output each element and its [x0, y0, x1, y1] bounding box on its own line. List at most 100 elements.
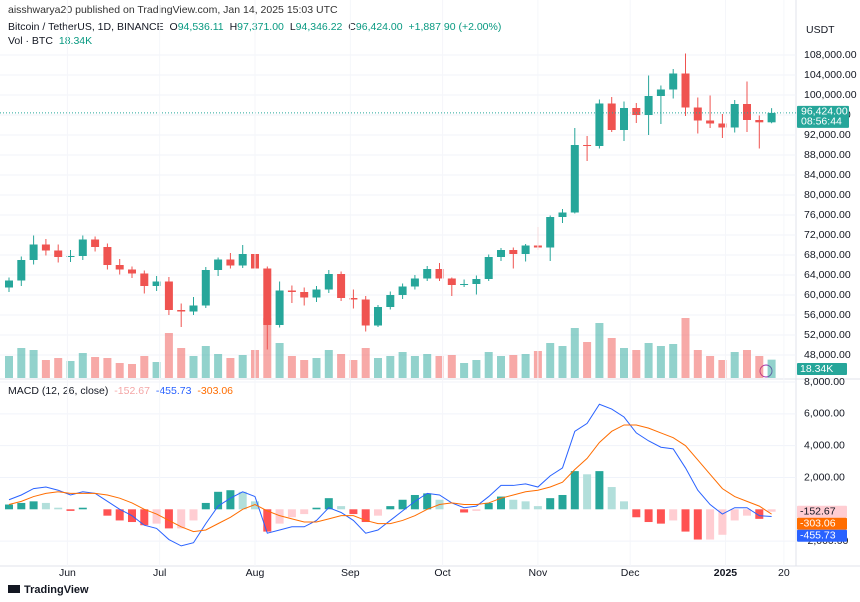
volume-bar — [767, 359, 776, 378]
candle-body — [91, 239, 100, 247]
volume-bar — [275, 343, 284, 378]
candle-body — [410, 278, 419, 287]
volume-bar — [718, 360, 727, 378]
candle-body — [128, 269, 136, 274]
candle-body — [78, 239, 87, 256]
volume-bar — [435, 356, 444, 378]
candle-body — [5, 280, 13, 288]
histogram-bar — [607, 487, 616, 510]
x-tick-label: Nov — [529, 567, 548, 579]
candle-body — [140, 273, 149, 286]
histogram-bar — [263, 509, 272, 532]
histogram-bar — [693, 509, 702, 540]
histogram-bar — [533, 506, 542, 510]
histogram-bar — [54, 507, 63, 510]
candle-body — [423, 269, 432, 279]
volume-bar — [91, 357, 100, 378]
candle-body — [767, 112, 776, 123]
volume-bar — [78, 353, 87, 378]
histogram-bar — [201, 502, 210, 510]
volume-bar — [324, 350, 333, 378]
histogram-bar — [78, 507, 87, 510]
ohlc-value: 97,371.00 — [237, 21, 284, 33]
histogram-bar — [41, 502, 50, 510]
histogram-bar — [718, 509, 727, 535]
volume-bar — [730, 352, 739, 378]
macd-line — [8, 403, 772, 547]
histogram-bar — [386, 506, 395, 510]
volume-bar — [447, 355, 456, 378]
candle-body — [164, 281, 173, 310]
volume-bar — [509, 355, 518, 378]
histogram-bar — [632, 509, 641, 518]
candle-body — [66, 256, 75, 257]
ohlc-key: O — [169, 21, 178, 33]
volume-bar — [29, 350, 38, 378]
hist-value: -152.67 — [114, 385, 150, 397]
y-tick-label: 108,000.00 — [804, 49, 857, 61]
histogram-bar — [595, 471, 604, 510]
candle-body — [214, 259, 223, 270]
histogram-bar — [706, 509, 715, 540]
volume-bar — [595, 323, 604, 378]
y-tick-label: 56,000.00 — [804, 309, 851, 321]
candle-body — [238, 254, 247, 266]
y-tick-label: 80,000.00 — [804, 189, 851, 201]
volume-bar — [374, 358, 382, 378]
histogram-bar — [374, 509, 382, 516]
candle-body — [743, 104, 751, 120]
y-tick-label: 52,000.00 — [804, 329, 851, 341]
y-tick-label: 100,000.00 — [804, 89, 857, 101]
volume-bar — [570, 328, 579, 378]
y-tick-label: 92,000.00 — [804, 129, 851, 141]
candle-body — [177, 310, 186, 312]
histogram-bar — [164, 509, 173, 529]
candle-body — [583, 145, 592, 146]
volume-bar — [238, 355, 247, 378]
y-tick-label: 6,000.00 — [804, 408, 845, 420]
volume-bar — [410, 356, 419, 378]
macd-tag-box — [797, 529, 847, 542]
candle-body — [669, 73, 678, 90]
candle-body — [17, 260, 26, 281]
y-tick-label: 64,000.00 — [804, 269, 851, 281]
candle-body — [595, 103, 604, 146]
volume-bar — [558, 346, 567, 378]
candle-body — [546, 217, 555, 248]
candle-body — [460, 284, 469, 285]
candle-body — [29, 244, 38, 260]
histogram-bar — [558, 494, 567, 510]
volume-bar — [546, 343, 555, 378]
candle-body — [300, 292, 309, 298]
histogram-bar — [669, 509, 678, 521]
histogram-bar — [484, 502, 493, 510]
candle-body — [152, 281, 161, 286]
histogram-bar — [324, 498, 333, 510]
candle-body — [275, 290, 284, 325]
volume-bar — [226, 358, 235, 378]
macd-value: -455.73 — [155, 385, 192, 397]
volume-bar — [164, 333, 173, 378]
x-tick-label: Jun — [59, 567, 76, 579]
histogram-bar — [103, 509, 112, 516]
ohlc-value: 96,424.00 — [355, 21, 403, 33]
candle-body — [349, 298, 358, 300]
y-tick-label: 60,000.00 — [804, 289, 851, 301]
volume-title: Vol · BTC — [8, 35, 53, 47]
volume-bar — [128, 364, 136, 378]
candle-body — [201, 270, 210, 306]
histogram-bar — [767, 509, 776, 512]
price-legend: Bitcoin / TetherUS, 1D, BINANCE O94,536.… — [8, 21, 504, 33]
candle-body — [103, 247, 112, 265]
candle-body — [644, 96, 653, 115]
histogram-bar — [337, 506, 346, 510]
volume-bar — [54, 358, 63, 378]
histogram-bar — [509, 499, 518, 510]
y-tick-label: 88,000.00 — [804, 149, 851, 161]
volume-bar — [152, 362, 161, 378]
candle-body — [435, 269, 444, 279]
candle-body — [287, 290, 296, 292]
volume-bar — [656, 346, 665, 378]
candle-body — [497, 250, 505, 257]
